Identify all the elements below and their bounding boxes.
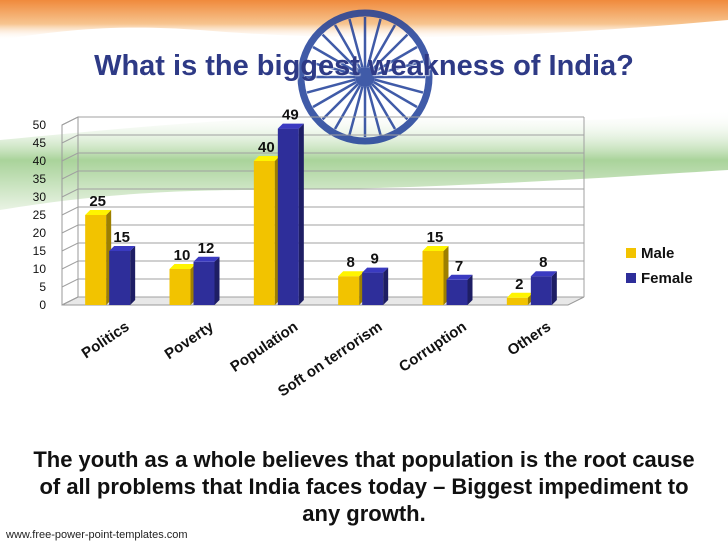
legend-swatch-female xyxy=(626,273,636,283)
data-label: 25 xyxy=(89,193,106,210)
gridline xyxy=(61,224,584,234)
data-label: 40 xyxy=(258,139,275,156)
category-label: Others xyxy=(504,318,554,359)
bar-male-4 xyxy=(422,246,449,305)
chart-floor xyxy=(61,296,585,306)
bar-female-0 xyxy=(109,246,136,305)
y-tick-label: 20 xyxy=(33,226,47,240)
footer-url: www.free-power-point-templates.com xyxy=(6,529,188,541)
gridline xyxy=(61,170,584,180)
bar-female-5 xyxy=(530,271,557,305)
gridline xyxy=(61,152,584,162)
data-label: 9 xyxy=(370,251,378,268)
y-tick-label: 25 xyxy=(33,208,47,222)
slide-caption: The youth as a whole believes that popul… xyxy=(33,447,695,526)
bar-male-0 xyxy=(85,210,112,305)
y-tick-label: 5 xyxy=(39,280,46,294)
data-label: 49 xyxy=(282,107,299,124)
bar-female-4 xyxy=(446,274,473,305)
gridline xyxy=(61,116,584,126)
gridline xyxy=(61,242,584,252)
data-label: 8 xyxy=(346,254,354,271)
y-tick-label: 15 xyxy=(33,244,47,258)
data-label: 12 xyxy=(198,240,215,257)
bar-male-1 xyxy=(169,264,196,305)
bar-female-2 xyxy=(277,123,304,305)
data-label: 10 xyxy=(174,247,191,264)
data-label: 2 xyxy=(515,276,523,293)
y-tick-label: 35 xyxy=(33,172,47,186)
gridline xyxy=(61,260,584,270)
y-tick-label: 10 xyxy=(33,262,47,276)
gridline xyxy=(61,188,584,198)
data-label: 15 xyxy=(427,229,444,246)
category-label: Politics xyxy=(79,318,133,362)
category-label: Poverty xyxy=(162,318,218,363)
gridline xyxy=(61,296,584,306)
legend-label-female: Female xyxy=(641,270,693,287)
gridline xyxy=(61,134,584,144)
y-tick-label: 45 xyxy=(33,136,47,150)
y-tick-label: 0 xyxy=(39,298,46,312)
legend-label-male: Male xyxy=(641,245,674,262)
gridline xyxy=(61,206,584,216)
bar-female-1 xyxy=(193,256,220,305)
bar-male-3 xyxy=(338,271,365,305)
y-tick-label: 30 xyxy=(33,190,47,204)
y-tick-label: 40 xyxy=(33,154,47,168)
bar-male-5 xyxy=(506,292,533,305)
data-label: 7 xyxy=(455,258,463,275)
category-label: Population xyxy=(227,318,301,375)
category-label: Corruption xyxy=(396,318,470,375)
data-label: 15 xyxy=(113,229,130,246)
ashoka-chakra-icon xyxy=(297,9,433,145)
bar-female-3 xyxy=(362,267,389,305)
data-label: 8 xyxy=(539,254,547,271)
slide-title: What is the biggest weakness of India? xyxy=(94,50,634,82)
y-tick-label: 50 xyxy=(33,118,47,132)
bar-male-2 xyxy=(253,156,280,305)
gridline xyxy=(61,278,584,288)
legend-swatch-male xyxy=(626,248,636,258)
